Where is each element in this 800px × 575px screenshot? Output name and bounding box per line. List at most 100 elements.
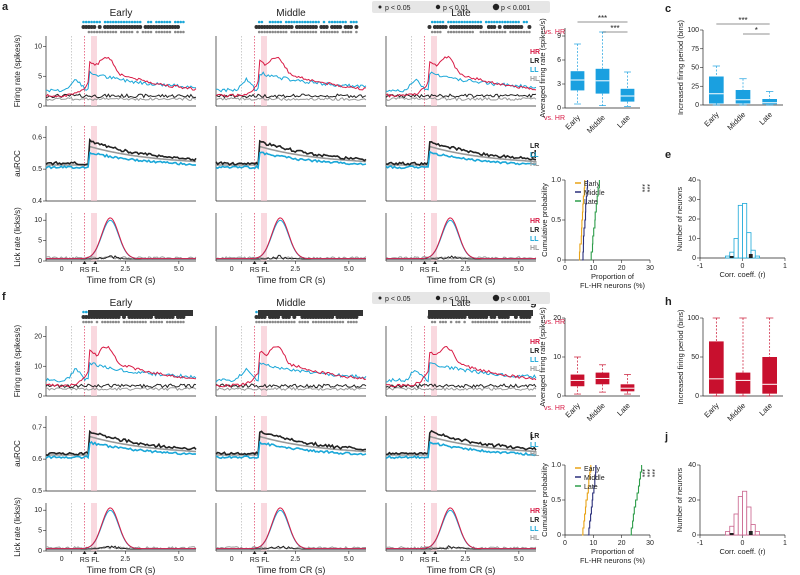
sig-dot: [87, 20, 91, 24]
sig-dot: [163, 20, 166, 24]
y-tick-label: 6: [557, 57, 561, 64]
sig-dot: [174, 320, 177, 324]
x-tick-label: -1: [697, 540, 703, 547]
sig-dot: [114, 20, 118, 24]
sig-dot: [433, 320, 437, 324]
category-label: Middle: [585, 113, 607, 135]
sig-dot: [176, 25, 180, 29]
sig-dot: [93, 30, 96, 34]
row-ylabel: auROC: [13, 440, 22, 467]
box-Late: [762, 357, 777, 394]
sig-dot: [430, 20, 434, 24]
x-tick-label: 30: [646, 540, 654, 547]
sig-dot: [449, 20, 453, 24]
trace-HL: [45, 386, 197, 392]
sig-dot: [103, 20, 107, 24]
sig-dot: [487, 30, 491, 34]
sig-dot: [271, 320, 275, 324]
sig-dot: [274, 30, 277, 34]
x-axis-title: FL-HR neurons (%): [580, 281, 646, 290]
sig-dot: [309, 30, 312, 34]
sig-dot: [160, 20, 164, 24]
sig-dot: [303, 20, 307, 24]
sig-dot: [98, 20, 101, 24]
event-label-rs: RS: [420, 557, 430, 564]
sig-bar: [258, 310, 363, 316]
sig-dot: [471, 30, 475, 34]
trace-HL: [216, 435, 367, 456]
sig-dot: [347, 30, 350, 34]
y-axis-title: Cumulative probability: [540, 183, 549, 257]
y-tick-label: 0.6: [32, 134, 42, 141]
event-shade-fl: [91, 213, 97, 261]
sig-dot: [341, 20, 345, 24]
x-tick-label: 2.5: [460, 556, 470, 563]
x-axis-label: Time from CR (s): [427, 275, 496, 285]
sig-dot: [95, 30, 99, 34]
sig-dot: [114, 320, 118, 324]
sig-dot: [484, 20, 488, 24]
legend-Early: Early: [584, 466, 600, 473]
sig-dot: [176, 30, 180, 34]
x-tick-label: 1: [783, 540, 787, 547]
x-tick-label: 5.0: [344, 266, 354, 273]
sig-dot: [344, 30, 347, 34]
sig-dot: [182, 30, 185, 34]
trace-HR: [385, 55, 537, 98]
sig-dot: [287, 20, 291, 24]
column-title-f-1: Middle: [276, 298, 306, 309]
sig-dot: [509, 30, 512, 34]
y-tick-label: 1.0: [551, 462, 561, 469]
sig-dot: [136, 20, 139, 24]
sig-dot: [279, 20, 283, 24]
sig-dot: [430, 30, 434, 34]
sig-dot: [490, 30, 493, 34]
sig-dot: [133, 320, 137, 324]
sig-dot: [436, 30, 439, 34]
sig-dot: [111, 30, 115, 34]
sig-dot: [84, 20, 88, 24]
legend-HL: HL: [530, 451, 540, 458]
legend-LR: LR: [530, 348, 539, 355]
event-shade-fl: [261, 213, 267, 261]
sig-dot: [106, 320, 110, 324]
x-axis-label: Time from CR (s): [427, 565, 496, 575]
sig-dot: [341, 320, 345, 324]
trace-LR: [385, 383, 537, 389]
y-tick-label: 10: [34, 44, 42, 51]
sig-dot: [176, 20, 180, 24]
x-tick-label: 0: [230, 266, 234, 273]
sig-dot: [314, 30, 318, 34]
trace-LL: [45, 361, 197, 383]
sig-dot: [138, 320, 142, 324]
hist-bar: [746, 506, 752, 536]
sig-dot: [525, 20, 528, 24]
sig-dot: [97, 25, 102, 29]
trace-HR: [385, 345, 537, 388]
category-label: Middle: [585, 401, 607, 423]
sig-dot: [144, 30, 147, 34]
sig-dot: [517, 20, 520, 24]
hist-bar: [733, 513, 739, 536]
sig-dot: [295, 20, 299, 24]
event-arrow: [422, 551, 427, 554]
sig-dot: [501, 20, 504, 24]
sig-dot: [284, 320, 288, 324]
sig-dot: [498, 20, 502, 24]
sig-dot: [479, 30, 483, 34]
p-legend-text: p < 0.01: [443, 5, 469, 12]
hist-bar: [737, 204, 743, 259]
panel-letter-f: f: [2, 291, 6, 303]
box-Early: [570, 71, 585, 91]
sig-dot: [441, 320, 445, 324]
sig-dot: [136, 320, 139, 324]
event-shade-fl: [91, 36, 97, 106]
sig-dot: [519, 25, 524, 29]
event-shade-fl: [431, 213, 437, 261]
sig-dot: [493, 20, 496, 24]
sig-dot: [306, 320, 310, 324]
y-tick-label: 3: [557, 81, 561, 88]
sig-dot: [260, 30, 264, 34]
cdf-Middle: [582, 180, 589, 261]
sig-dot: [501, 320, 504, 324]
